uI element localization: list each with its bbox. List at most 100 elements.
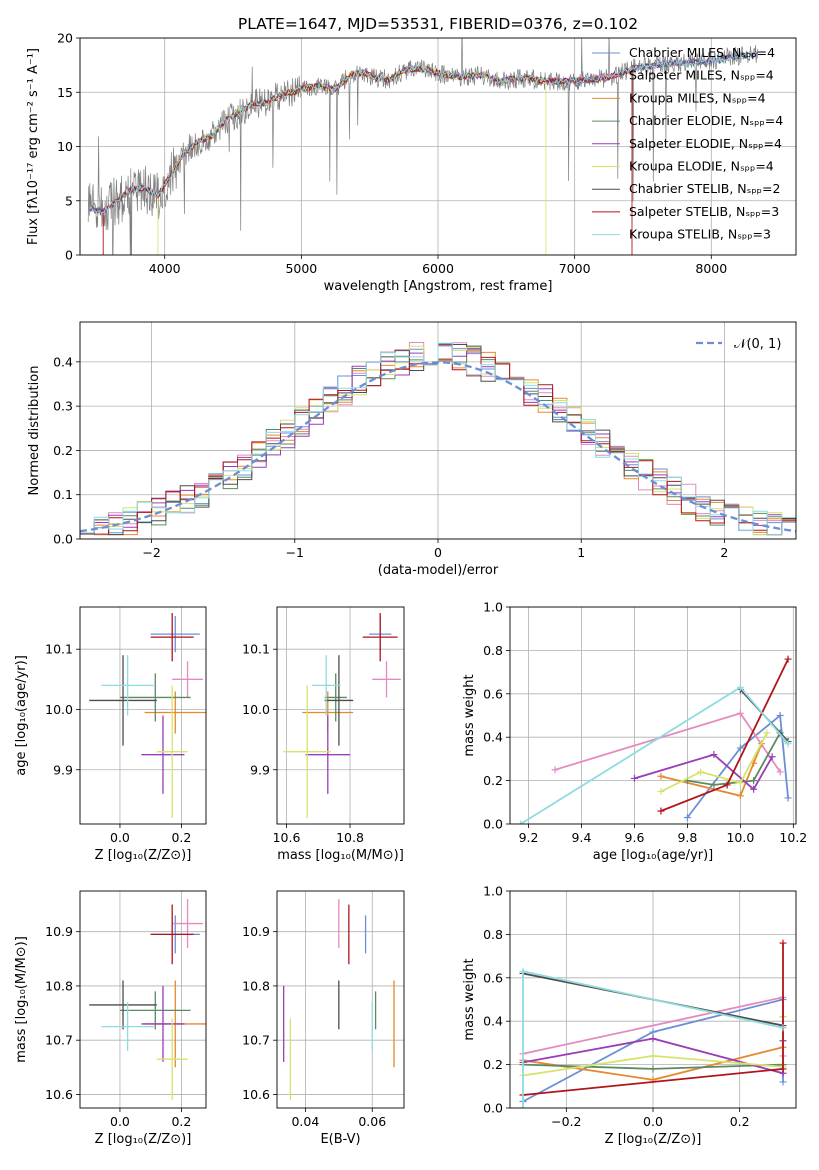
y-tick-label: 10 [57,139,73,154]
legend-label: 𝒩(0, 1) [734,337,781,352]
weight-marker [649,1028,657,1036]
plot-spectrum [80,38,796,255]
weight-marker [750,777,758,785]
y-tick-label: 0.4 [483,1014,503,1029]
x-tick-label: 0.06 [358,1114,386,1129]
y-tick-label: 0.4 [53,354,73,369]
y-tick-label: 20 [57,31,73,46]
panel-mass-vs-Z: 0.0 0.2 10.6 10.7 10.8 10.9 Z [log₁₀(Z/Z⊙)] mas… [14,890,207,1147]
panel-weight-vs-Z: −0.2 0.0 0.2 0.0 0.2 0.4 0.6 0.8 1.0 Z [log₁₀(Z/Z… [462,884,797,1147]
axes-frame [79,890,207,1109]
panel-residuals: −2 −1 0 1 2 0.0 0.1 0.2 0.3 0.4 (data-model)/error… [27,321,797,578]
weight-marker [697,768,705,776]
weight-marker [519,1104,527,1108]
y-tick-label: 0.4 [483,730,503,745]
x-tick-label: 9.6 [625,830,645,845]
axes-frame [79,606,207,825]
weight-marker [649,1052,657,1060]
x-tick-label: 0.2 [171,1114,191,1129]
y-tick-label: 10.1 [45,642,73,657]
y-tick-label: 10.8 [45,978,73,993]
weight-marker [657,807,665,815]
weight-line [660,743,763,797]
legend: 𝒩(0, 1) [696,337,781,352]
x-tick-label: 9.8 [677,830,697,845]
x-tick-label: 9.2 [519,830,539,845]
weight-marker [519,967,527,975]
x-tick-label: 1 [577,545,585,560]
weight-marker [683,813,691,821]
weight-marker [784,794,792,802]
x-axis-label: Z [log₁₀(Z/Z⊙)] [605,1132,702,1147]
x-axis-label: mass [log₁₀(M/M⊙)] [277,848,404,863]
weight-marker [768,753,776,761]
plot-mass-vs-Z [80,891,206,1108]
normal-distribution-curve [80,361,796,533]
y-tick-label: 10.7 [242,1033,270,1048]
x-axis-label: Z [log₁₀(Z/Z⊙)] [95,1132,192,1147]
y-tick-label: 0.2 [53,443,73,458]
weight-marker [710,751,718,759]
weight-marker [736,792,744,800]
y-tick-label: 10.7 [45,1033,73,1048]
plot-weight-vs-Z [510,891,796,1108]
y-tick-label: 1.0 [483,600,503,615]
model-spectrum-line [89,51,758,216]
y-tick-label: 0.1 [53,487,73,502]
legend-label: Salpeter STELIB, Nₛₚₚ=3 [629,204,779,219]
y-axis-label: mass weight [462,958,477,1040]
weight-marker [736,683,744,691]
y-tick-label: 0.0 [53,532,73,547]
panel-age-vs-Z: 0.0 0.2 9.9 10.0 10.1 Z [log₁₀(Z/Z⊙)] age [log… [14,606,207,863]
weight-marker [776,768,784,776]
y-axis-label: mass weight [462,674,477,756]
weight-marker [784,655,792,663]
weight-marker [779,939,787,947]
y-tick-label: 0.2 [483,1057,503,1072]
x-tick-label: 5000 [285,261,317,276]
legend-label: Salpeter MILES, Nₛₚₚ=4 [629,68,774,83]
y-tick-label: 10.6 [45,1087,73,1102]
y-tick-label: 0.0 [483,1101,503,1116]
weight-marker [649,1035,657,1043]
legend-label: Chabrier MILES, Nₛₚₚ=4 [629,45,775,60]
legend-label: Kroupa STELIB, Nₛₚₚ=3 [629,227,771,242]
weight-marker [736,744,744,752]
y-tick-label: 0.0 [483,817,503,832]
y-tick-label: 0.6 [483,970,503,985]
figure-title: PLATE=1647, MJD=53531, FIBERID=0376, z=0… [238,15,638,33]
residual-histogram [80,342,796,536]
y-axis-label: age [log₁₀(age/yr)] [14,655,29,776]
weight-marker [779,1078,787,1086]
x-axis-label: wavelength [Angstrom, rest frame] [324,279,553,294]
plot-age-vs-Z [80,607,206,824]
panel-age-vs-mass: 10.6 10.8 9.9 10.0 10.1 mass [log₁₀(M/M⊙)] [242,606,405,863]
model-spectrum-line [89,51,758,214]
weight-line [687,732,781,786]
weight-marker [657,787,665,795]
y-tick-label: 9.9 [53,762,73,777]
x-tick-label: 4000 [149,261,181,276]
x-tick-label: 10.8 [336,830,364,845]
axes-frame [276,606,405,825]
y-tick-label: 10.6 [242,1087,270,1102]
weight-marker [710,781,718,789]
legend-label: Kroupa ELODIE, Nₛₚₚ=4 [629,159,774,174]
y-axis-label: Normed distribution [27,366,42,496]
x-tick-label: −1 [286,545,304,560]
x-tick-label: 0.0 [643,1114,663,1129]
x-tick-label: 9.4 [572,830,592,845]
y-tick-label: 0 [65,248,73,263]
weight-marker [551,766,559,774]
y-tick-label: 10.9 [45,924,73,939]
y-tick-label: 0.8 [483,927,503,942]
weight-marker [736,709,744,717]
y-tick-label: 0.2 [483,773,503,788]
x-tick-label: 10.2 [779,830,807,845]
panel-weight-vs-age: 9.2 9.4 9.6 9.8 10.0 10.2 0.0 0.2 0.4 0.6 0.8 1.0 ag… [462,600,807,864]
x-axis-label: E(B-V) [320,1132,360,1147]
axes-frame [509,606,797,825]
y-tick-label: 10.0 [45,702,73,717]
